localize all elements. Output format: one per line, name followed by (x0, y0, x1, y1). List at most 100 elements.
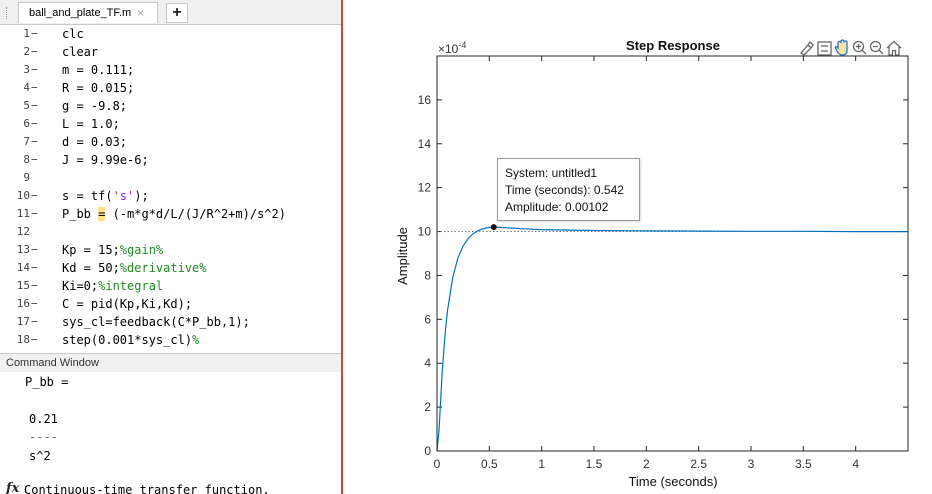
pan-icon[interactable] (834, 39, 848, 56)
code-comment: %gain% (119, 243, 164, 257)
y-tick-label: 4 (424, 356, 431, 370)
code-token: R = 0.015; (62, 81, 135, 95)
code-comment: % (192, 333, 200, 347)
code-line[interactable]: 3− m = 0.111; (0, 61, 341, 79)
step-response-chart[interactable]: 0 0.5 1 1.5 2 2.5 3 3.5 4 0 2 4 6 8 10 12 14 16 Step Res… (343, 0, 932, 494)
code-token: clear (62, 45, 99, 59)
code-text: d = 0.03; (62, 133, 127, 151)
code-line[interactable]: 13− Kp = 15;%gain% (0, 241, 341, 259)
zoom-out-icon[interactable] (869, 40, 884, 55)
x-axis-label: Time (seconds) (628, 474, 717, 489)
code-editor[interactable]: 1− clc 2− clear 3− m = 0.111; 4− R = 0.015; 5− g … (0, 25, 341, 351)
breakpoint-marker[interactable]: − (31, 99, 38, 112)
brush-icon[interactable] (800, 40, 814, 56)
series-line (436, 226, 908, 452)
legend-icon[interactable] (817, 41, 832, 56)
close-icon[interactable]: × (137, 6, 145, 20)
breakpoint-marker[interactable]: − (31, 243, 38, 256)
datatip[interactable]: System: untitled1 Time (seconds): 0.542 … (497, 158, 640, 221)
breakpoint-marker[interactable]: − (31, 81, 38, 94)
code-token: L = 1.0; (62, 117, 120, 131)
code-token: m = 0.111; (62, 63, 135, 77)
code-line[interactable]: 10− s = tf('s'); (0, 187, 341, 205)
code-token: g = -9.8; (62, 99, 128, 113)
datatip-marker[interactable] (490, 224, 497, 231)
code-line[interactable]: 18− step(0.001*sys_cl)% (0, 331, 341, 349)
code-token: (-m*g*d/L/(J/R^2+m)/s^2) (105, 207, 286, 221)
y-tick-label: 6 (424, 312, 431, 326)
y-tick-label: 12 (418, 181, 432, 195)
code-comment: %integral (98, 279, 164, 293)
code-text: C = pid(Kp,Ki,Kd); (62, 295, 192, 313)
code-line[interactable]: 17− sys_cl=feedback(C*P_bb,1); (0, 313, 341, 331)
breakpoint-marker[interactable]: − (31, 45, 38, 58)
code-line[interactable]: 11− P_bb = (-m*g*d/L/(J/R^2+m)/s^2) (0, 205, 341, 223)
line-number: 14 (16, 261, 30, 274)
code-line[interactable]: 14− Kd = 50;%derivative% (0, 259, 341, 277)
line-number: 16 (16, 297, 30, 310)
breakpoint-marker[interactable]: − (31, 279, 38, 292)
editor-panel: ball_and_plate_TF.m × + 1− clc 2− clear 3− m … (0, 0, 341, 494)
y-tick-label: 10 (418, 225, 432, 239)
code-text: Ki=0;%integral (62, 277, 163, 295)
code-text: P_bb = (-m*g*d/L/(J/R^2+m)/s^2) (62, 205, 286, 223)
code-line[interactable]: 2− clear (0, 43, 341, 61)
code-line[interactable]: 7− d = 0.03; (0, 133, 341, 151)
panel-divider[interactable] (341, 0, 343, 494)
breakpoint-marker[interactable]: − (31, 153, 38, 166)
breakpoint-marker[interactable]: − (31, 315, 38, 328)
tab-ball-and-plate[interactable]: ball_and_plate_TF.m × (18, 2, 158, 23)
axes-area (437, 56, 908, 451)
breakpoint-marker[interactable]: − (31, 297, 38, 310)
line-number: 4 (23, 81, 30, 94)
code-text: g = -9.8; (62, 97, 127, 115)
code-line[interactable]: 5− g = -9.8; (0, 97, 341, 115)
y-tick-label: 0 (424, 444, 431, 458)
code-text: clear (62, 43, 98, 61)
breakpoint-marker[interactable]: − (31, 135, 38, 148)
line-number: 17 (16, 315, 30, 328)
tab-grip[interactable] (6, 7, 9, 19)
breakpoint-marker[interactable]: − (31, 207, 38, 220)
code-text: J = 9.99e-6; (62, 151, 149, 169)
zoom-in-icon[interactable] (852, 40, 867, 55)
code-line[interactable]: 16− C = pid(Kp,Ki,Kd); (0, 295, 341, 313)
x-tick-label: 0 (434, 457, 441, 471)
code-line[interactable]: 9 (0, 169, 341, 187)
command-window[interactable]: P_bb = 0.21 ---- s^2 fx Continuous-time … (0, 372, 341, 494)
new-tab-button[interactable]: + (166, 3, 188, 23)
breakpoint-marker[interactable]: − (31, 117, 38, 130)
code-line[interactable]: 1− clc (0, 25, 341, 43)
breakpoint-marker[interactable]: − (31, 63, 38, 76)
code-text: Kd = 50;%derivative% (62, 259, 207, 277)
code-token: clc (62, 27, 84, 41)
figure-panel: 0 0.5 1 1.5 2 2.5 3 3.5 4 0 2 4 6 8 10 12 14 16 Step Res… (343, 0, 932, 494)
code-token: C = pid(Kp,Ki,Kd); (62, 297, 193, 311)
code-line[interactable]: 6− L = 1.0; (0, 115, 341, 133)
y-tick-label: 2 (424, 400, 431, 414)
output-line: Continuous-time transfer function. (24, 483, 270, 494)
output-line: 0.21 (29, 412, 58, 426)
code-line[interactable]: 4− R = 0.015; (0, 79, 341, 97)
code-token: d = 0.03; (62, 135, 128, 149)
x-tick-label: 1.5 (586, 457, 603, 471)
code-line[interactable]: 12 (0, 223, 341, 241)
code-token: Kp = 15; (62, 243, 120, 257)
fx-icon[interactable]: fx (6, 481, 20, 494)
breakpoint-marker[interactable]: − (31, 261, 38, 274)
code-text: s = tf('s'); (62, 187, 149, 205)
code-line[interactable]: 15− Ki=0;%integral (0, 277, 341, 295)
code-token: P_bb (62, 207, 99, 221)
line-number: 13 (16, 243, 30, 256)
y-tick-label: 8 (424, 268, 431, 282)
y-tick-label: 14 (418, 137, 432, 151)
y-exponent-label: ×10-4 (438, 40, 466, 56)
breakpoint-marker[interactable]: − (31, 27, 38, 40)
breakpoint-marker[interactable]: − (31, 189, 38, 202)
code-line[interactable]: 8− J = 9.99e-6; (0, 151, 341, 169)
code-text: L = 1.0; (62, 115, 120, 133)
home-icon[interactable] (886, 40, 902, 56)
breakpoint-marker[interactable]: − (31, 333, 38, 346)
x-tick-label: 3.5 (795, 457, 812, 471)
code-text: sys_cl=feedback(C*P_bb,1); (62, 313, 250, 331)
